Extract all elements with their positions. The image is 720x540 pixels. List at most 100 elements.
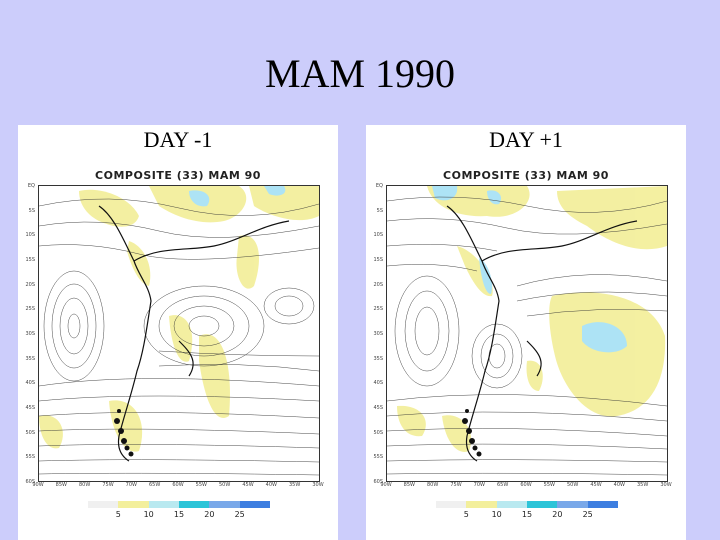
map-title: COMPOSITE (33) MAM 90: [95, 169, 261, 182]
longitude-label: 40W: [613, 482, 625, 488]
streamlines: [387, 196, 667, 476]
longitude-label: 35W: [637, 482, 649, 488]
colorbar-swatch: [118, 501, 149, 508]
shaded-regions: [39, 186, 319, 452]
shaded-regions: [397, 186, 667, 452]
latitude-label: 15S: [25, 257, 35, 263]
longitude-label: 75W: [450, 482, 462, 488]
longitude-label: 50W: [219, 482, 231, 488]
latitude-label: 55S: [373, 454, 383, 461]
colorbar-swatch: [496, 501, 527, 508]
longitude-label: 75W: [102, 482, 114, 488]
colorbar-swatch: [587, 501, 618, 508]
colorbar-swatch: [88, 501, 119, 508]
colorbar-swatch: [239, 501, 270, 508]
colorbar-swatch: [466, 501, 497, 508]
longitude-label: 40W: [265, 482, 277, 488]
colorbar-swatches: [88, 501, 270, 508]
colorbar-label: 20: [552, 510, 563, 519]
colorbar-swatch: [209, 501, 240, 508]
latitude-label: 20S: [25, 281, 35, 288]
latitude-label: 35S: [373, 355, 383, 362]
longitude-label: 90W: [380, 482, 392, 488]
longitude-label: 85W: [55, 482, 67, 488]
colorbar-label: 15: [521, 510, 533, 519]
longitude-label: 30W: [660, 482, 672, 488]
map-graphic: [39, 186, 319, 476]
panel-day-plus-1: DAY +1 COMPOSITE (33) MAM 90 EQ 5S 10S 15S 2…: [366, 125, 686, 540]
colorbar-label: 20: [204, 510, 215, 519]
longitude-label: 50W: [567, 482, 579, 488]
longitude-label: 45W: [590, 482, 602, 488]
colorbar-label: 10: [143, 510, 154, 519]
latitude-label: 45S: [373, 405, 383, 411]
longitude-label: 80W: [79, 482, 91, 488]
longitude-label: 60W: [520, 482, 532, 488]
latitude-label: 5S: [28, 207, 35, 214]
longitude-labels: 90W 85W 80W 75W 70W 65W 60W 55W 50W 45W 40W 35W 30W: [380, 482, 671, 492]
latitude-label: 50S: [25, 429, 35, 436]
latitude-label: 40S: [25, 380, 35, 387]
coast-dots: [462, 409, 482, 457]
colorbar-labels: 5 10 15 20 25: [436, 510, 618, 520]
latitude-label: EQ: [375, 183, 383, 189]
coastline: [98, 205, 290, 462]
streamlines: [39, 198, 319, 476]
colorbar-label: 25: [234, 510, 245, 519]
colorbar-label: 5: [463, 510, 469, 519]
latitude-labels: EQ 5S 10S 15S 20S 25S 30S 35S 40S 45S 50S 55S 60S: [18, 183, 38, 485]
latitude-label: 30S: [373, 331, 383, 337]
colorbar-swatch: [178, 501, 210, 508]
streamline-map: [386, 185, 668, 482]
streamline-map: [38, 185, 320, 482]
longitude-label: 65W: [149, 482, 161, 488]
latitude-label: 20S: [373, 281, 383, 288]
latitude-label: 10S: [25, 232, 35, 239]
colorbar-label: 10: [491, 510, 502, 519]
longitude-label: 55W: [543, 482, 555, 488]
longitude-label: 45W: [242, 482, 254, 488]
longitude-label: 70W: [473, 482, 485, 488]
colorbar-labels: 5 10 15 20 25: [88, 510, 270, 520]
longitude-label: 90W: [32, 482, 44, 488]
longitude-labels: 90W 85W 80W 75W 70W 65W 60W 55W 50W 45W 40W 35W 30W: [32, 482, 323, 492]
coast-dots: [114, 409, 134, 457]
colorbar-swatch: [436, 501, 467, 508]
panel-day-minus-1: DAY -1 COMPOSITE (33) MAM 90 EQ 5S 10S 15S 2…: [18, 125, 338, 540]
longitude-label: 65W: [497, 482, 509, 488]
latitude-label: 45S: [25, 405, 35, 411]
colorbar-swatch: [526, 501, 558, 508]
latitude-label: 60S: [373, 479, 383, 485]
slide-title: MAM 1990: [264, 51, 456, 96]
latitude-label: 30S: [25, 331, 35, 337]
longitude-label: 55W: [195, 482, 207, 488]
latitude-labels: EQ 5S 10S 15S 20S 25S 30S 35S 40S 45S 50S 55S 60S: [366, 183, 386, 485]
day-label: DAY +1: [489, 127, 563, 152]
map-graphic: [387, 186, 667, 476]
colorbar-swatch: [148, 501, 179, 508]
colorbar-swatches: [436, 501, 618, 508]
latitude-label: 25S: [373, 306, 383, 313]
latitude-label: 10S: [373, 232, 383, 239]
coastline: [446, 205, 638, 462]
longitude-label: 30W: [312, 482, 324, 488]
longitude-label: 60W: [172, 482, 184, 488]
colorbar-label: 15: [173, 510, 185, 519]
colorbar: 5 10 15 20 25: [436, 501, 618, 531]
colorbar-swatch: [557, 501, 588, 508]
longitude-label: 35W: [289, 482, 301, 488]
colorbar-label: 5: [115, 510, 121, 519]
longitude-label: 70W: [125, 482, 137, 488]
latitude-label: 50S: [373, 429, 383, 436]
map-title: COMPOSITE (33) MAM 90: [443, 169, 609, 182]
latitude-label: 5S: [376, 207, 383, 214]
latitude-label: 15S: [373, 257, 383, 263]
latitude-label: 40S: [373, 380, 383, 387]
day-label: DAY -1: [143, 127, 213, 152]
latitude-label: 35S: [25, 355, 35, 362]
longitude-label: 85W: [403, 482, 415, 488]
latitude-label: EQ: [27, 183, 35, 189]
colorbar-label: 25: [582, 510, 593, 519]
longitude-label: 80W: [427, 482, 439, 488]
latitude-label: 25S: [25, 306, 35, 313]
